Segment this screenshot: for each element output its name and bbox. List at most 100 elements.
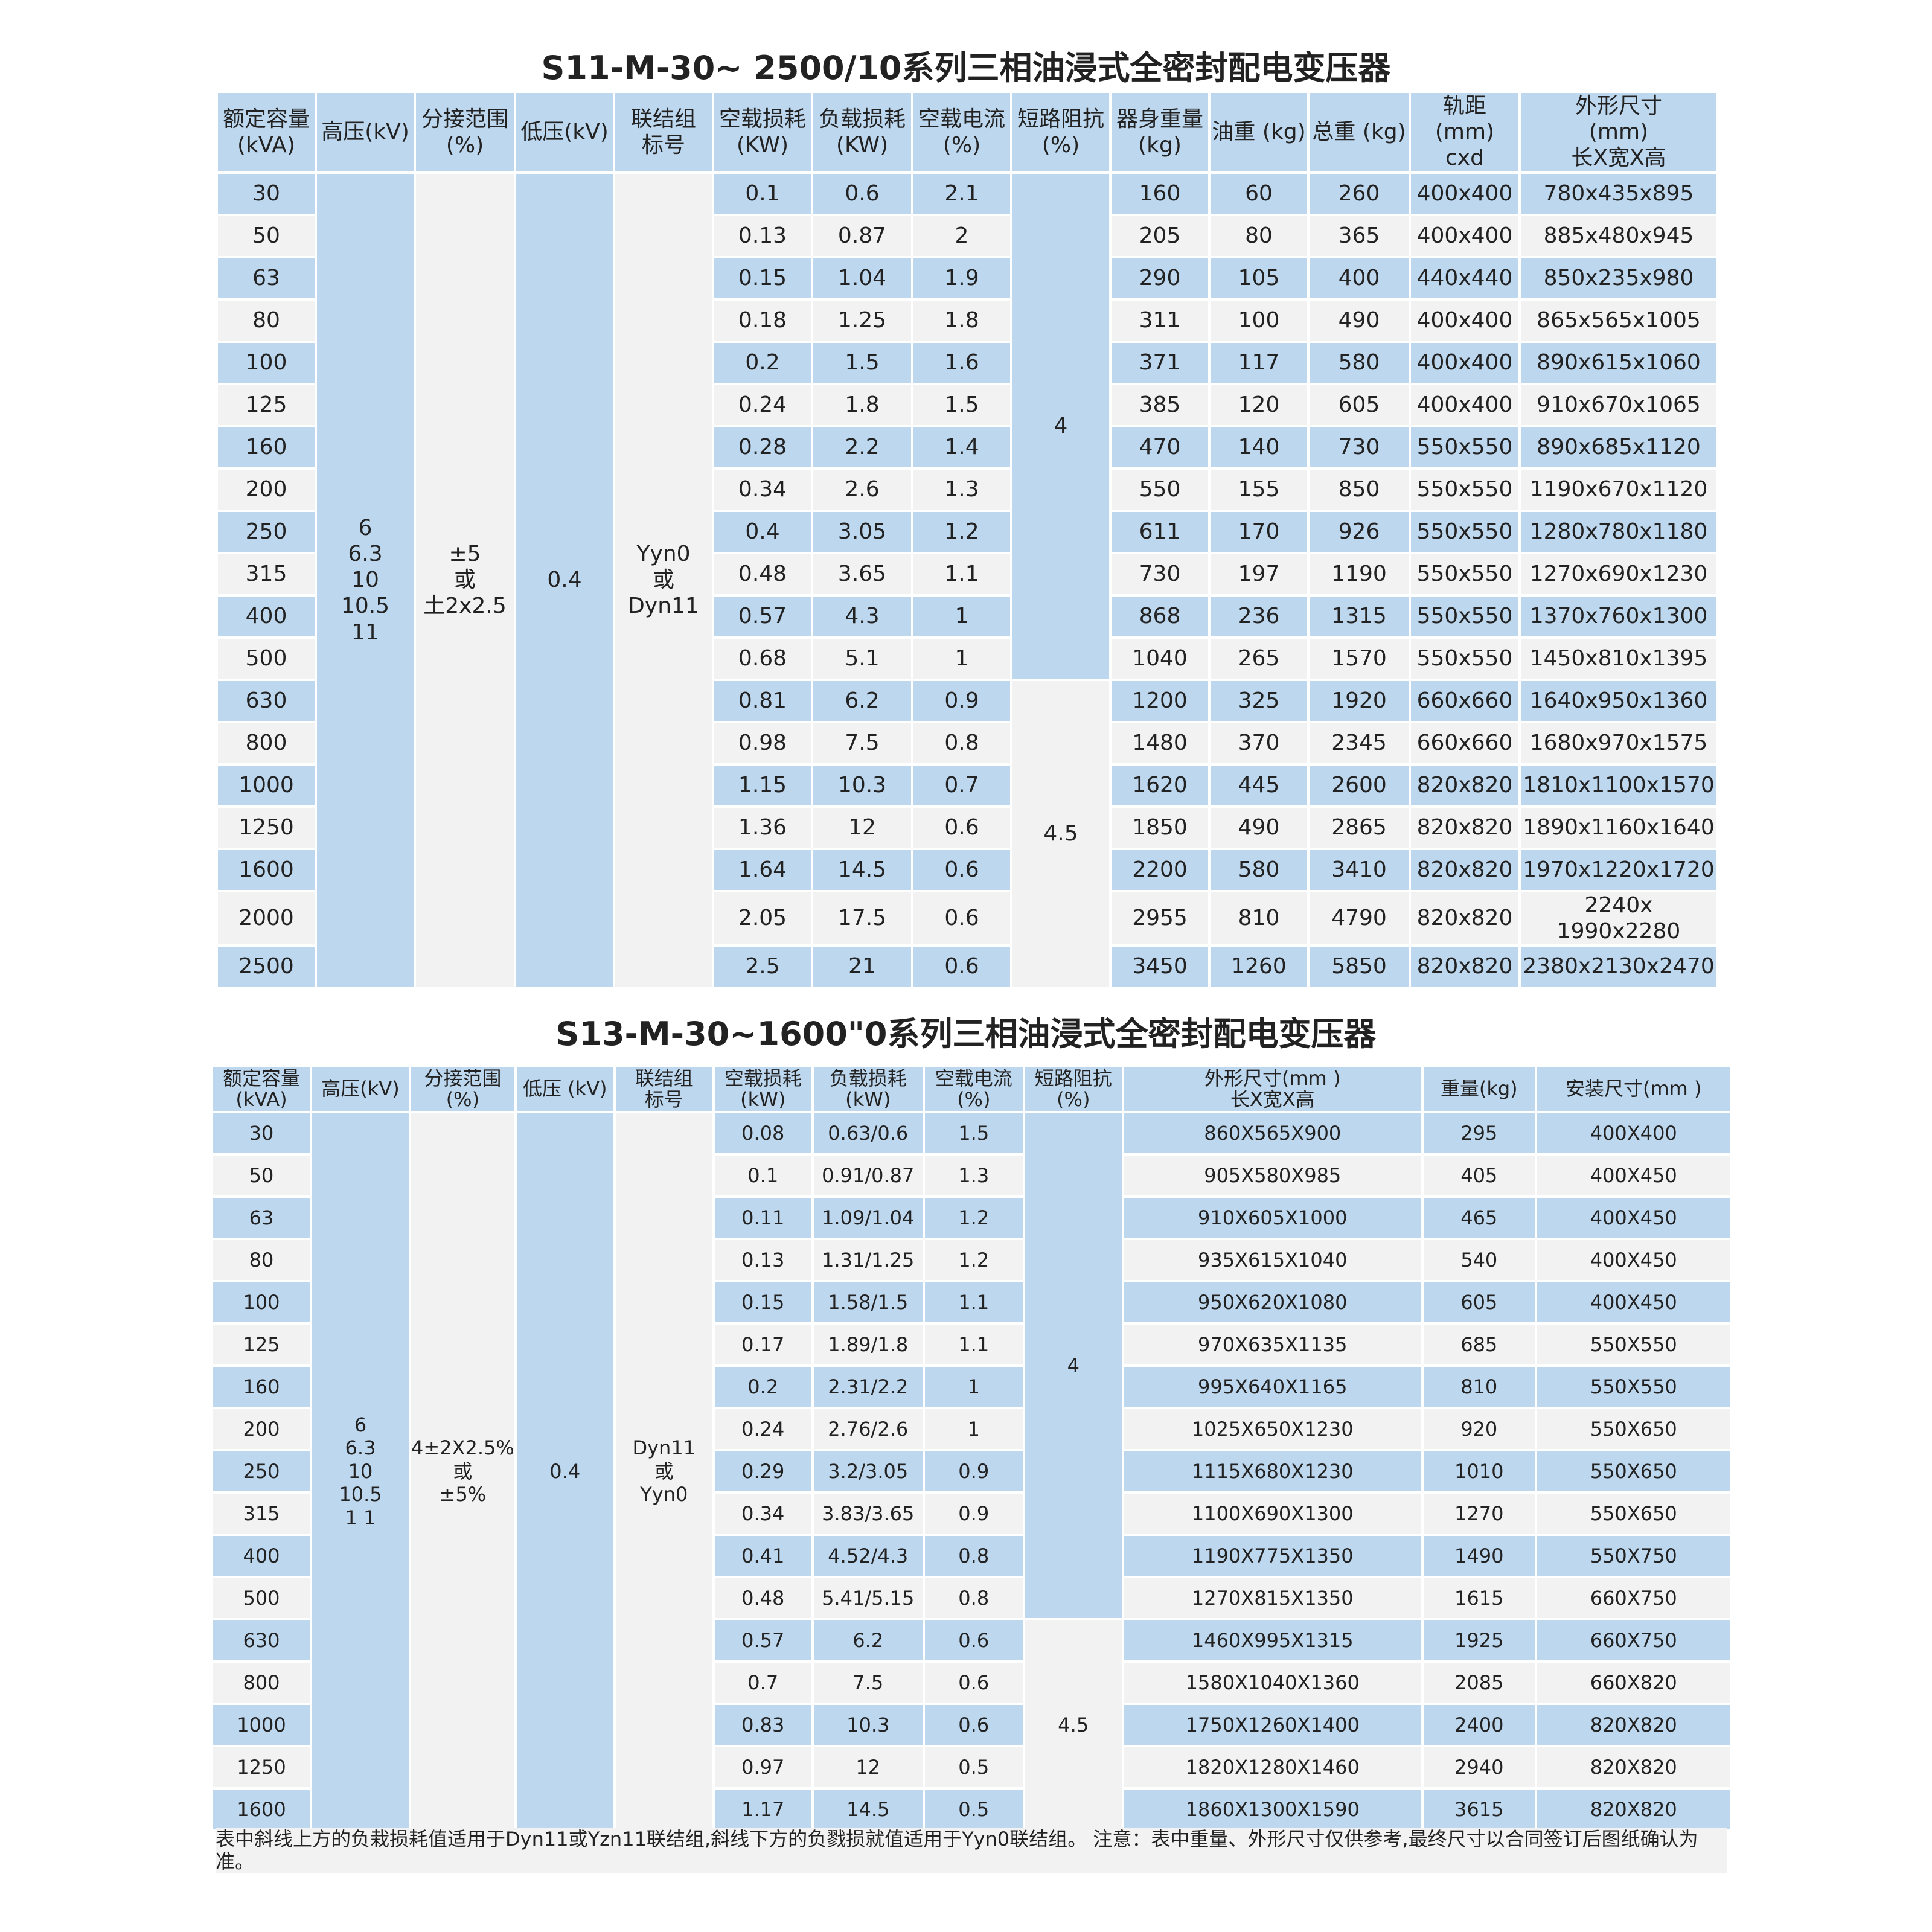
- cell: 970X635X1135: [1124, 1325, 1421, 1364]
- cell: 605: [1423, 1282, 1535, 1322]
- cell: 0.81: [714, 680, 811, 721]
- cell: 1: [924, 1409, 1023, 1449]
- cell: 1820X1280X1460: [1124, 1747, 1421, 1787]
- data-row: 1600 1.17 14.5 0.5 1860X1300X1590 3615 820X820: [213, 1790, 1730, 1829]
- cell: 0.6: [924, 1705, 1023, 1745]
- cell: 500: [218, 638, 315, 679]
- cell: 400X450: [1537, 1198, 1730, 1238]
- cell: 630: [213, 1620, 310, 1660]
- spec-table: 额定容量 (kVA) 高压(kV) 分接范围 (%) 低压(kV) 联结组 标号 空载损耗…: [216, 91, 1719, 989]
- data-row: 50 0.13 0.87 2 205 80 365 400x400 885x480x945: [218, 216, 1716, 256]
- cell: 6.2: [813, 1620, 923, 1660]
- cell: 2: [913, 216, 1010, 256]
- merged-cell: 4: [1012, 173, 1109, 679]
- cell: 685: [1423, 1325, 1535, 1364]
- cell: 1460X995X1315: [1124, 1620, 1421, 1660]
- spec-table: 额定容量 (kVA) 高压(kV) 分接范围 (%) 低压 (kV) 联结组 标号 空载损…: [211, 1065, 1733, 1832]
- cell: 125: [213, 1325, 310, 1364]
- cell: 315: [218, 554, 315, 594]
- cell: 400x400: [1411, 300, 1518, 341]
- cell: 200: [218, 469, 315, 510]
- data-row: 1250 0.97 12 0.5 1820X1280X1460 2940 820X820: [213, 1747, 1730, 1787]
- cell: 0.11: [714, 1198, 811, 1238]
- cell: 868: [1112, 596, 1208, 636]
- cell: 400: [218, 596, 315, 636]
- cell: 400x400: [1411, 216, 1518, 256]
- data-row: 400 0.57 4.3 1 868 236 1315 550x550 1370x760x130…: [218, 596, 1716, 636]
- cell: 0.9: [913, 680, 1010, 721]
- cell: 730: [1112, 554, 1208, 594]
- cell: 1010: [1423, 1451, 1535, 1491]
- data-row: 1600 1.64 14.5 0.6 2200 580 3410 820x820 1970x12…: [218, 849, 1716, 890]
- column-header: 总重 (kg): [1310, 93, 1409, 171]
- data-row: 50 0.1 0.91/0.87 1.3 905X580X985 405 400X450: [213, 1156, 1730, 1195]
- cell: 1: [913, 638, 1010, 679]
- cell: 265: [1211, 638, 1307, 679]
- data-row: 315 0.48 3.65 1.1 730 197 1190 550x550 1270x690x…: [218, 554, 1716, 594]
- cell: 1315: [1310, 596, 1409, 636]
- column-header: 额定容量 (kVA): [213, 1067, 310, 1111]
- cell: 1.64: [714, 849, 811, 890]
- column-header: 低压 (kV): [516, 1067, 613, 1111]
- cell: 370: [1211, 723, 1307, 763]
- cell: 1970x1220x1720: [1521, 849, 1716, 890]
- cell: 490: [1211, 807, 1307, 848]
- cell: 400X400: [1537, 1113, 1730, 1153]
- cell: 197: [1211, 554, 1307, 594]
- cell: 0.98: [714, 723, 811, 763]
- cell: 0.63/0.6: [813, 1113, 923, 1153]
- cell: 315: [213, 1494, 310, 1534]
- cell: 730: [1310, 427, 1409, 467]
- cell: 1.15: [714, 765, 811, 805]
- cell: 660X820: [1537, 1663, 1730, 1703]
- data-row: 200 0.34 2.6 1.3 550 155 850 550x550 1190x670x11…: [218, 469, 1716, 510]
- data-row: 315 0.34 3.83/3.65 0.9 1100X690X1300 1270 550X…: [213, 1494, 1730, 1534]
- cell: 0.6: [813, 173, 911, 214]
- cell: 6.2: [813, 680, 911, 721]
- cell: 1250: [218, 807, 315, 848]
- cell: 0.9: [924, 1451, 1023, 1491]
- cell: 0.6: [913, 946, 1010, 987]
- cell: 311: [1112, 300, 1208, 341]
- merged-cell: 0.4: [516, 1113, 613, 1829]
- cell: 1.17: [714, 1790, 811, 1829]
- cell: 1580X1040X1360: [1124, 1663, 1421, 1703]
- cell: 1.4: [913, 427, 1010, 467]
- cell: 1.2: [913, 511, 1010, 552]
- cell: 2240x 1990x2280: [1521, 892, 1716, 944]
- header-row: 额定容量 (kVA) 高压(kV) 分接范围 (%) 低压(kV) 联结组 标号 空载损耗…: [218, 93, 1716, 171]
- column-header: 短路阻抗 (%): [1012, 93, 1109, 171]
- cell: 550X650: [1537, 1409, 1730, 1449]
- data-row: 800 0.98 7.5 0.8 1480 370 2345 660x660 1680x970x…: [218, 723, 1716, 763]
- cell: 800: [218, 723, 315, 763]
- cell: 1.2: [924, 1198, 1023, 1238]
- cell: 540: [1423, 1240, 1535, 1280]
- data-row: 630 0.57 6.2 0.6 4.5 1460X995X1315 1925 660X750: [213, 1620, 1730, 1829]
- cell: 0.5: [924, 1747, 1023, 1787]
- cell: 0.7: [913, 765, 1010, 805]
- header-row: 额定容量 (kVA) 高压(kV) 分接范围 (%) 低压 (kV) 联结组 标号 空载损…: [213, 1067, 1730, 1111]
- cell: 4.52/4.3: [813, 1536, 923, 1576]
- cell: 1270X815X1350: [1124, 1578, 1421, 1618]
- column-header: 外形尺寸 (mm) 长X宽X高: [1521, 93, 1716, 171]
- cell: 0.6: [913, 807, 1010, 848]
- cell: 63: [218, 258, 315, 298]
- cell: 0.5: [924, 1790, 1023, 1829]
- cell: 0.48: [714, 554, 811, 594]
- cell: 400X450: [1537, 1240, 1730, 1280]
- cell: 1920: [1310, 680, 1409, 721]
- column-header: 空载电流 (%): [924, 1067, 1023, 1111]
- data-row: 400 0.41 4.52/4.3 0.8 1190X775X1350 1490 550X7…: [213, 1536, 1730, 1576]
- cell: 0.34: [714, 469, 811, 510]
- cell: 500: [213, 1578, 310, 1618]
- cell: 0.9: [924, 1494, 1023, 1534]
- data-row: 100 0.15 1.58/1.5 1.1 950X620X1080 605 400X450: [213, 1282, 1730, 1322]
- data-row: 1250 1.36 12 0.6 1850 490 2865 820x820 1890x1160…: [218, 807, 1716, 848]
- cell: 850x235x980: [1521, 258, 1716, 298]
- cell: 2940: [1423, 1747, 1535, 1787]
- cell: 935X615X1040: [1124, 1240, 1421, 1280]
- cell: 890x615x1060: [1521, 342, 1716, 383]
- cell: 820x820: [1411, 807, 1518, 848]
- cell: 1.1: [913, 554, 1010, 594]
- cell: 2955: [1112, 892, 1208, 944]
